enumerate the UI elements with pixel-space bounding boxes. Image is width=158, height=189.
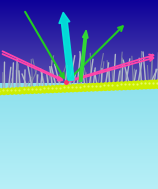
Circle shape [34, 87, 39, 93]
Circle shape [6, 88, 11, 94]
Circle shape [155, 80, 158, 88]
FancyArrow shape [59, 12, 74, 81]
Circle shape [14, 88, 19, 94]
Circle shape [82, 84, 88, 91]
Circle shape [90, 84, 96, 91]
Circle shape [106, 83, 112, 90]
Circle shape [110, 82, 117, 90]
Circle shape [86, 84, 92, 91]
Circle shape [126, 81, 133, 89]
Circle shape [98, 83, 104, 91]
Circle shape [70, 85, 76, 92]
Circle shape [58, 85, 64, 92]
Circle shape [94, 83, 100, 91]
Circle shape [26, 87, 31, 94]
Circle shape [102, 83, 109, 90]
Circle shape [143, 81, 149, 89]
Circle shape [138, 81, 145, 89]
Circle shape [42, 86, 47, 93]
Circle shape [62, 85, 68, 92]
Circle shape [54, 85, 60, 92]
FancyArrow shape [79, 30, 88, 81]
Circle shape [118, 82, 125, 90]
Circle shape [130, 81, 137, 89]
Circle shape [74, 84, 80, 91]
Circle shape [18, 88, 23, 94]
Circle shape [38, 86, 43, 93]
Circle shape [9, 88, 15, 94]
Circle shape [46, 86, 52, 93]
Circle shape [78, 84, 84, 91]
Circle shape [122, 82, 129, 90]
Circle shape [146, 80, 153, 89]
Circle shape [1, 88, 7, 94]
Circle shape [30, 87, 35, 93]
Circle shape [114, 82, 121, 90]
Circle shape [22, 87, 27, 94]
Circle shape [0, 89, 3, 95]
Circle shape [134, 81, 141, 89]
Circle shape [151, 80, 157, 88]
Circle shape [66, 85, 72, 92]
Circle shape [50, 86, 55, 93]
